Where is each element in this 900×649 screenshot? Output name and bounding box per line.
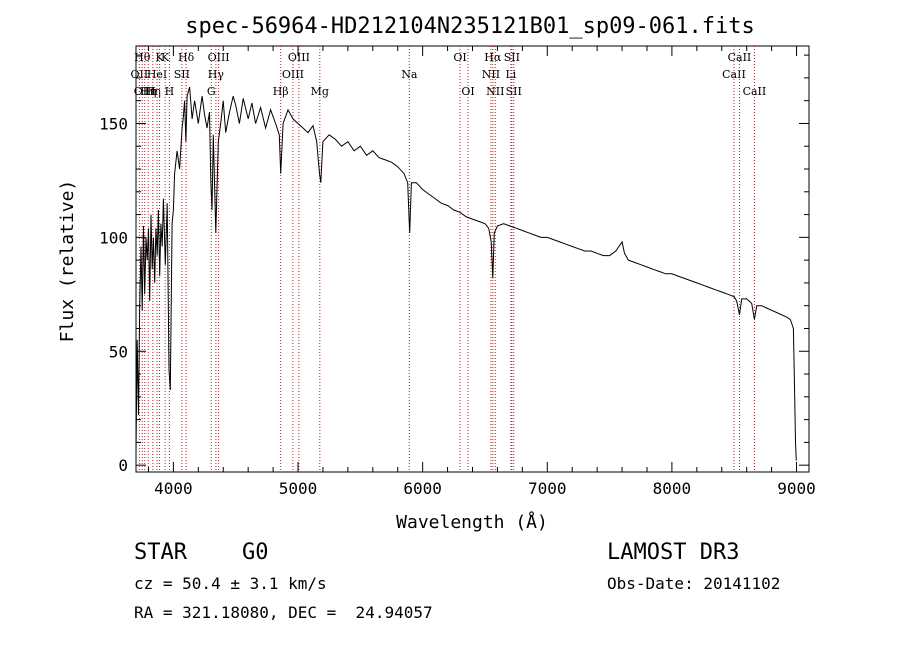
- axes: 4000 5000 6000 7000 8000 9000 0 50 100 150: [99, 46, 816, 498]
- object-class: STAR: [134, 540, 187, 565]
- x-tick-label: 6000: [403, 479, 442, 498]
- line-marker-label: OIII: [282, 68, 304, 81]
- line-marker-label: HeI: [147, 68, 167, 81]
- x-tick-label: 8000: [653, 479, 692, 498]
- line-marker-label: CaII: [743, 85, 767, 98]
- x-axis-label: Wavelength (Å): [396, 511, 548, 533]
- line-marker-label: K: [161, 51, 170, 64]
- chart-title: spec-56964-HD212104N235121B01_sp09-061.f…: [185, 14, 755, 39]
- line-marker-label: Li: [505, 68, 516, 81]
- line-marker-label: OI: [461, 85, 474, 98]
- emission-line-markers: OIIHθOIIIHηHηHeIKKHSIIHδGHγOIIIHβOIIIOII…: [131, 46, 767, 472]
- line-marker-label: OI: [453, 51, 466, 64]
- x-tick-label: 9000: [777, 479, 816, 498]
- line-marker-label: Hγ: [208, 68, 225, 81]
- line-marker-label: SII: [504, 51, 520, 64]
- line-marker-label: Hδ: [178, 51, 195, 64]
- line-marker-label: CaII: [728, 51, 752, 64]
- line-marker-label: SII: [506, 85, 522, 98]
- line-marker-label: Hβ: [273, 85, 289, 98]
- line-marker-label: OIII: [208, 51, 230, 64]
- line-marker-label: Hα: [484, 51, 502, 64]
- line-marker-label: OII: [131, 68, 149, 81]
- y-tick-label: 50: [109, 342, 128, 361]
- y-tick-label: 0: [118, 456, 128, 475]
- line-marker-label: NII: [486, 85, 504, 98]
- line-marker-label: G: [207, 85, 216, 98]
- x-tick-label: 7000: [528, 479, 567, 498]
- line-marker-label: Hθ: [134, 51, 151, 64]
- coordinates: RA = 321.18080, DEC = 24.94057: [134, 603, 433, 622]
- line-marker-label: OIII: [134, 85, 156, 98]
- line-marker-label: K: [155, 51, 164, 64]
- redshift-velocity: cz = 50.4 ± 3.1 km/s: [134, 574, 327, 593]
- line-marker-label: CaII: [722, 68, 746, 81]
- line-marker-label: Hη: [140, 85, 156, 98]
- y-tick-label: 100: [99, 228, 128, 247]
- line-marker-label: NII: [482, 68, 500, 81]
- x-tick-label: 5000: [279, 479, 318, 498]
- line-marker-label: Na: [401, 68, 418, 81]
- line-marker-label: Mg: [311, 85, 329, 98]
- spectrum-line: [135, 86, 797, 461]
- survey-name: LAMOST DR3: [607, 540, 740, 565]
- y-axis-label: Flux (relative): [57, 180, 78, 343]
- line-marker-label: Hη: [145, 85, 161, 98]
- y-tick-label: 150: [99, 114, 128, 133]
- x-tick-label: 4000: [154, 479, 193, 498]
- observation-date: Obs-Date: 20141102: [607, 574, 781, 593]
- line-marker-label: SII: [174, 68, 190, 81]
- object-subclass: G0: [242, 540, 269, 565]
- line-marker-label: H: [165, 85, 175, 98]
- line-marker-label: OIII: [288, 51, 310, 64]
